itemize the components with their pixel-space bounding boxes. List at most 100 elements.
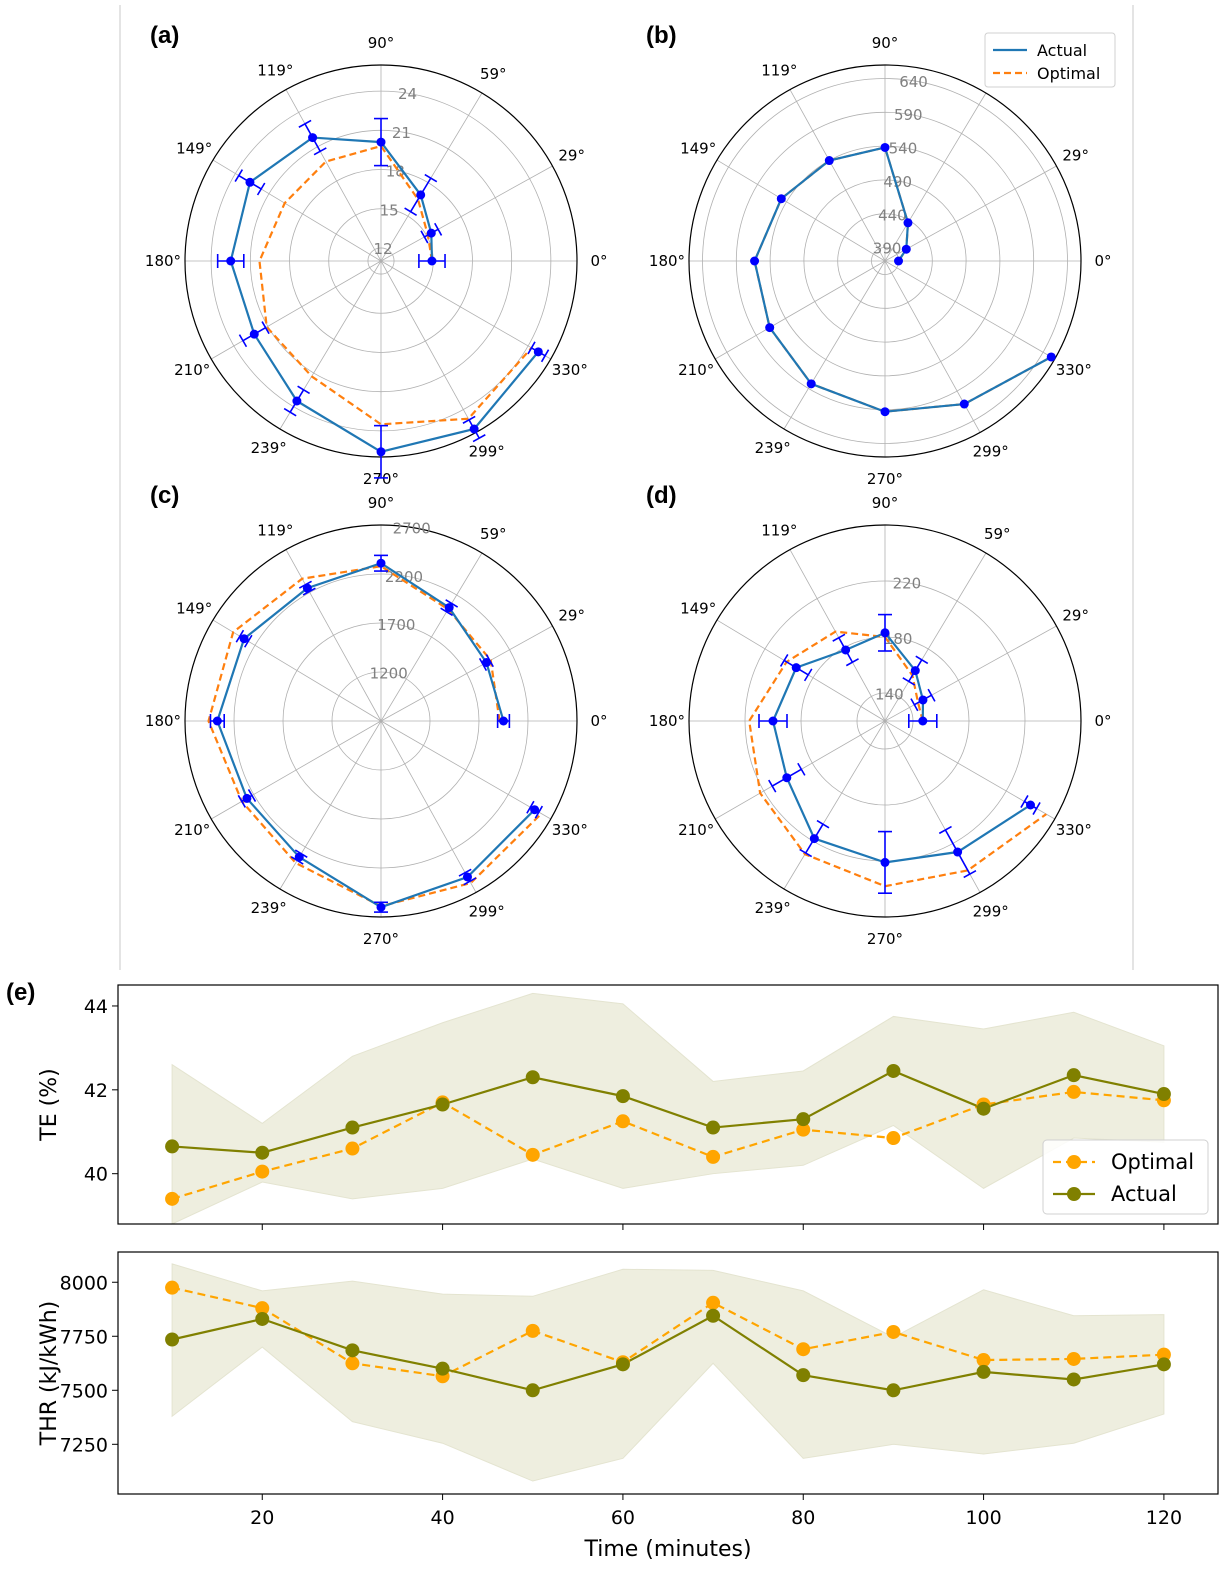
angle-tick-label: 0° [1094, 712, 1111, 730]
radial-gridline [702, 78, 1068, 444]
angle-tick-label: 59° [480, 525, 507, 543]
data-point-optimal [345, 1141, 360, 1156]
angle-tick-label: 330° [1056, 821, 1092, 839]
y-axis-title: TE (%) [37, 1068, 62, 1141]
error-bar-cap [445, 599, 459, 608]
panel-separators [119, 5, 1134, 970]
data-point-optimal [345, 1356, 360, 1371]
x-tick-label: 100 [965, 1507, 1001, 1529]
angle-tick-label: 149° [680, 140, 716, 158]
legend-label-actual: Actual [1111, 1182, 1177, 1206]
data-point-actual [806, 379, 816, 389]
data-point-actual [525, 1070, 540, 1085]
error-bar-cap [816, 819, 830, 829]
radial-tick-label: 2700 [393, 519, 431, 537]
legend-box [1042, 1139, 1209, 1215]
angle-tick-label: 90° [368, 494, 395, 512]
polar-chart-c: (c) 12001700220027000°29°59°90°119°149°1… [145, 482, 608, 948]
data-point-actual [292, 396, 302, 406]
data-point-actual [242, 793, 252, 803]
data-point-optimal [525, 1147, 540, 1162]
data-point-actual [245, 177, 255, 187]
series-actual-line [229, 136, 540, 453]
radial-tick-label: 390 [873, 240, 902, 258]
angle-tick-label: 0° [590, 252, 607, 270]
error-bar-cap [472, 434, 486, 443]
angle-tick-label: 299° [973, 903, 1009, 921]
angle-tick-label: 239° [755, 439, 791, 457]
angle-tick-label: 90° [872, 34, 899, 52]
angle-tick-label: 0° [1094, 252, 1111, 270]
angular-gridline [380, 165, 553, 262]
data-point-actual [530, 805, 540, 815]
data-point-optimal [1156, 1347, 1171, 1362]
error-bar-cap [247, 789, 257, 802]
error-bar-cap [298, 119, 312, 128]
data-point-actual [880, 407, 890, 417]
series-optimal-line [171, 1090, 1165, 1200]
series-actual-line [172, 1069, 1165, 1154]
data-point-optimal [525, 1323, 540, 1338]
data-point-optimal [796, 1122, 811, 1137]
data-point-actual [910, 666, 920, 676]
angular-gridline [380, 92, 483, 262]
data-point-actual [809, 834, 819, 844]
data-point-actual [1025, 800, 1035, 810]
angle-tick-label: 119° [761, 61, 797, 79]
data-point-actual [796, 1112, 811, 1127]
polar-frame [688, 524, 1082, 918]
data-point-actual [615, 1357, 630, 1372]
angular-gridline [380, 260, 477, 433]
panel-label-e: (e) [6, 979, 35, 1006]
data-point-actual [435, 1097, 450, 1112]
series-optimal-line [207, 565, 543, 908]
error-bar-cap [458, 868, 472, 877]
data-point-actual [499, 716, 508, 726]
data-point-actual [791, 663, 801, 673]
angle-tick-label: 270° [363, 470, 399, 488]
data-point-actual [255, 1145, 270, 1160]
angular-gridline [884, 165, 1057, 262]
error-bar-cap [540, 349, 550, 363]
angle-tick-label: 330° [552, 361, 588, 379]
error-bar-cap [938, 825, 952, 835]
data-point-actual [1066, 1068, 1081, 1083]
data-point-actual [776, 194, 786, 204]
data-point-optimal [976, 1353, 991, 1368]
x-axis-title: Time (minutes) [583, 1537, 751, 1562]
uncertainty-band [171, 992, 1165, 1225]
angular-gridline [884, 625, 1057, 722]
angle-tick-label: 270° [363, 930, 399, 948]
data-point-actual [959, 399, 969, 409]
error-bar-cap [526, 800, 535, 814]
polar-chart-b: (b) 3904404905405906400°29°59°90°119°149… [646, 22, 1116, 488]
error-bar-cap [1032, 802, 1041, 815]
data-point-optimal [886, 1131, 901, 1146]
angular-gridline [884, 552, 987, 722]
error-bar-cap [235, 629, 245, 643]
angle-tick-label: 270° [867, 470, 903, 488]
data-point-actual [880, 857, 890, 867]
radial-tick-label: 590 [894, 106, 923, 124]
angle-tick-label: 210° [174, 821, 210, 839]
legend-label-optimal: Optimal [1037, 64, 1100, 83]
angular-gridline [783, 720, 886, 890]
angle-tick-label: 270° [867, 930, 903, 948]
data-point-actual [706, 1308, 721, 1323]
error-bar-cap [915, 655, 929, 665]
radial-tick-label: 220 [893, 575, 922, 593]
angular-gridline [884, 92, 987, 262]
data-point-actual [918, 716, 928, 726]
radial-gridline [367, 247, 395, 275]
radial-tick-label: 540 [889, 140, 918, 158]
angle-tick-label: 90° [872, 494, 899, 512]
legend-label-optimal: Optimal [1111, 1150, 1194, 1174]
data-point-actual [165, 1139, 180, 1154]
error-bar-cap [237, 794, 247, 808]
angle-tick-label: 29° [1062, 146, 1089, 164]
series-optimal-line [258, 144, 533, 426]
data-point-optimal [706, 1149, 721, 1164]
data-point-optimal [796, 1342, 811, 1357]
series-actual-line [171, 1314, 1165, 1392]
data-point-optimal [886, 1324, 901, 1339]
